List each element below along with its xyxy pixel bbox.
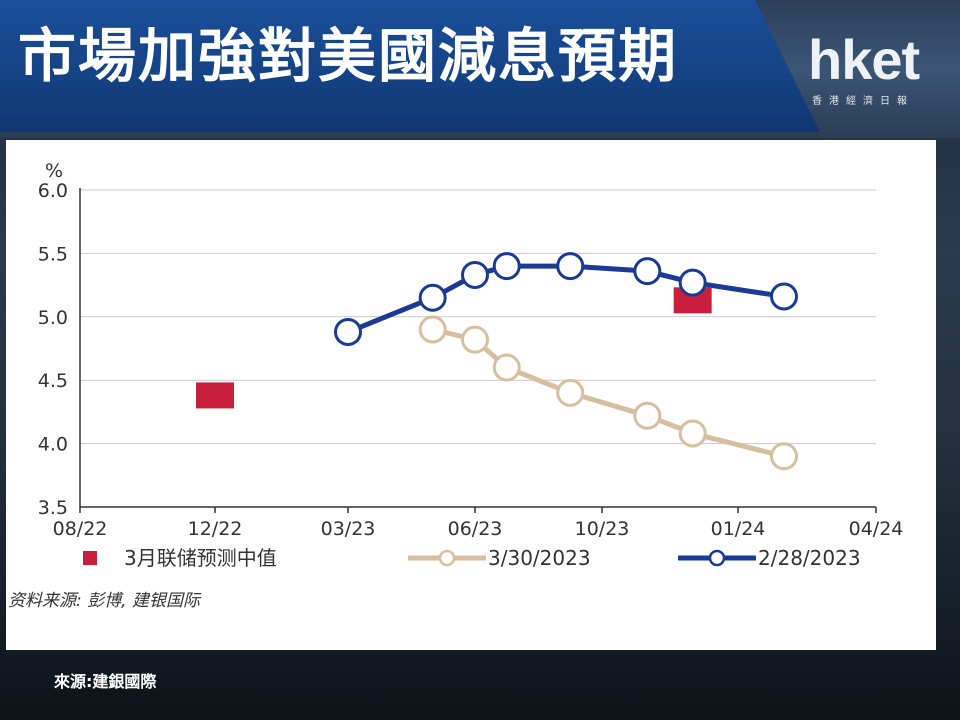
series-point-1 (461, 325, 489, 354)
x-tick-label: 06/23 (448, 518, 503, 540)
y-tick-label: 5.0 (38, 307, 68, 329)
series-point-2 (678, 268, 707, 297)
series-point-2 (461, 260, 489, 289)
series-point-1 (678, 419, 707, 448)
series-point-2 (418, 283, 447, 312)
legend-swatch-circle (438, 549, 456, 567)
series-point-1 (633, 401, 662, 430)
series-point-1 (770, 442, 798, 471)
legend-label: 3月联储预测中值 (124, 546, 277, 570)
y-tick-label: 4.0 (38, 434, 68, 456)
x-tick-label: 03/23 (321, 518, 376, 540)
series-point-2 (556, 252, 585, 281)
series-point-2 (492, 252, 521, 281)
fed-projection-marker (196, 382, 234, 409)
x-tick-label: 01/24 (711, 518, 766, 540)
legend-label: 3/30/2023 (488, 546, 591, 570)
y-tick-label: 6.0 (38, 180, 68, 202)
page-title: 市場加強對美國減息預期 (18, 22, 679, 90)
logo-subtitle: 香港經濟日報 (812, 96, 914, 107)
legend-swatch-circle (708, 549, 726, 567)
series-point-1 (556, 378, 585, 407)
y-axis-unit-label: % (45, 160, 63, 182)
chart-source-note: 资料来源: 彭博, 建银国际 (8, 591, 202, 611)
chart-panel: 6.0 5.5 5.0 4.5 4.0 3.5 08/22 12/22 03/23 06/23 10… (6, 140, 936, 650)
y-tick-label: 4.5 (38, 370, 68, 392)
title-bar (0, 0, 820, 132)
x-tick-label: 12/22 (188, 518, 243, 540)
x-tick-label: 04/24 (849, 518, 904, 540)
y-tick-label: 5.5 (38, 243, 68, 265)
series-point-2 (770, 282, 798, 311)
series-point-2 (633, 257, 662, 286)
series-point-1 (492, 353, 521, 382)
series-point-2 (334, 318, 362, 347)
line-chart: 6.0 5.5 5.0 4.5 4.0 3.508/22 12/22 03/23 06/23 10… (8, 160, 904, 611)
series-point-1 (418, 315, 447, 344)
x-tick-label: 10/23 (575, 518, 630, 540)
footer-source: 來源:建銀國際 (54, 672, 157, 691)
y-tick-label: 3.5 (38, 497, 68, 519)
x-tick-label: 08/22 (53, 518, 108, 540)
hket-logo: hket (808, 28, 920, 91)
legend-label: 2/28/2023 (758, 546, 861, 570)
legend-swatch-square (83, 551, 97, 565)
